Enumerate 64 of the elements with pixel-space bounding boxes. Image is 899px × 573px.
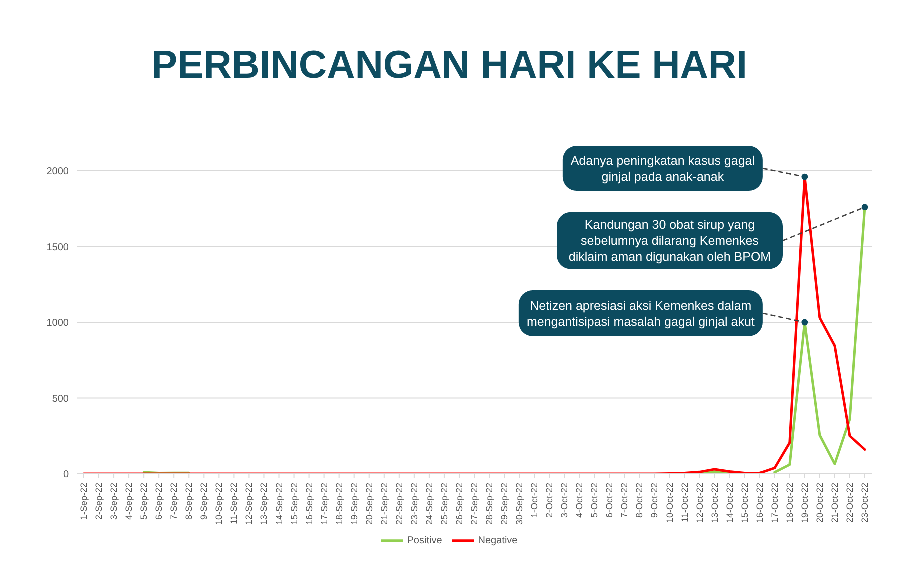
x-tick-label: 19-Sep-22 xyxy=(349,483,360,526)
x-tick-label: 26-Sep-22 xyxy=(454,483,464,526)
y-tick-label: 2000 xyxy=(46,166,70,178)
x-tick-label: 3-Oct-22 xyxy=(560,483,570,518)
x-tick-label: 24-Sep-22 xyxy=(424,483,434,526)
annotation: Kandungan 30 obat sirup yang sebelumnya dilarang Kemenkes diklaim aman digunakan oleh BPOM xyxy=(568,216,772,265)
x-tick-label: 22-Oct-22 xyxy=(844,483,855,524)
annotation: Netizen apresiasi aksi Kemenkes dalam mengantisipasi masalah gagal ginjal akut xyxy=(526,298,756,330)
y-tick-label: 1500 xyxy=(46,242,70,254)
x-tick-label: 3-Sep-22 xyxy=(109,483,120,520)
x-tick-label: 28-Sep-22 xyxy=(484,483,495,526)
x-tick-label: 5-Oct-22 xyxy=(590,483,600,518)
legend-label: Positive xyxy=(407,536,442,547)
x-tick-label: 23-Sep-22 xyxy=(409,483,420,526)
chart-title: PERBINCANGAN HARI KE HARI xyxy=(150,43,748,89)
annotation: Adanya peningkatan kasus gagal ginjal pada anak-anak xyxy=(570,152,756,185)
x-tick-label: 19-Oct-22 xyxy=(800,483,810,524)
x-tick-label: 20-Oct-22 xyxy=(814,483,825,524)
x-tick-label: 6-Sep-22 xyxy=(154,483,164,520)
x-tick-label: 12-Oct-22 xyxy=(694,483,705,524)
x-tick-label: 18-Sep-22 xyxy=(334,483,344,526)
x-tick-label: 1-Sep-22 xyxy=(79,483,89,520)
x-tick-label: 8-Oct-22 xyxy=(634,483,645,518)
x-tick-label: 18-Oct-22 xyxy=(784,483,795,524)
x-tick-label: 4-Sep-22 xyxy=(124,483,134,520)
x-tick-label: 1-Oct-22 xyxy=(530,483,540,518)
x-tick-label: 17-Oct-22 xyxy=(770,483,780,524)
x-tick-label: 10-Oct-22 xyxy=(664,483,675,524)
x-tick-label: 16-Oct-22 xyxy=(754,483,765,524)
x-tick-label: 13-Sep-22 xyxy=(259,483,270,526)
x-tick-label: 22-Sep-22 xyxy=(394,483,404,526)
x-tick-label: 10-Sep-22 xyxy=(214,483,224,526)
x-tick-label: 7-Sep-22 xyxy=(169,483,180,520)
x-tick-label: 2-Oct-22 xyxy=(544,483,555,518)
x-tick-label: 23-Oct-22 xyxy=(860,483,870,524)
x-tick-label: 4-Oct-22 xyxy=(574,483,585,518)
x-tick-label: 5-Sep-22 xyxy=(139,483,150,520)
x-tick-label: 20-Sep-22 xyxy=(364,483,374,526)
x-tick-label: 15-Sep-22 xyxy=(289,483,300,526)
x-tick-label: 2-Sep-22 xyxy=(94,483,104,520)
x-tick-label: 15-Oct-22 xyxy=(740,483,750,524)
x-tick-label: 27-Sep-22 xyxy=(470,483,480,526)
x-tick-label: 30-Sep-22 xyxy=(514,483,525,526)
x-tick-label: 29-Sep-22 xyxy=(500,483,510,526)
x-tick-label: 6-Oct-22 xyxy=(604,483,615,518)
x-tick-label: 8-Sep-22 xyxy=(184,483,194,520)
x-tick-label: 7-Oct-22 xyxy=(620,483,630,518)
x-tick-label: 11-Sep-22 xyxy=(229,483,240,524)
y-tick-label: 500 xyxy=(52,394,70,405)
x-tick-label: 17-Sep-22 xyxy=(319,483,330,526)
y-tick-label: 0 xyxy=(63,470,70,481)
y-tick-label: 1000 xyxy=(46,318,70,330)
x-tick-label: 9-Oct-22 xyxy=(650,483,660,518)
x-tick-label: 13-Oct-22 xyxy=(710,483,720,524)
x-tick-label: 9-Sep-22 xyxy=(199,483,210,520)
x-tick-label: 16-Sep-22 xyxy=(304,483,314,526)
x-tick-label: 21-Sep-22 xyxy=(379,483,390,526)
x-tick-label: 12-Sep-22 xyxy=(244,483,254,526)
x-tick-label: 21-Oct-22 xyxy=(830,483,840,524)
x-tick-label: 14-Sep-22 xyxy=(274,483,284,526)
legend-label: Negative xyxy=(478,536,518,547)
x-tick-label: 14-Oct-22 xyxy=(724,483,735,524)
x-tick-label: 25-Sep-22 xyxy=(439,483,450,526)
x-tick-label: 11-Oct-22 xyxy=(680,483,690,522)
